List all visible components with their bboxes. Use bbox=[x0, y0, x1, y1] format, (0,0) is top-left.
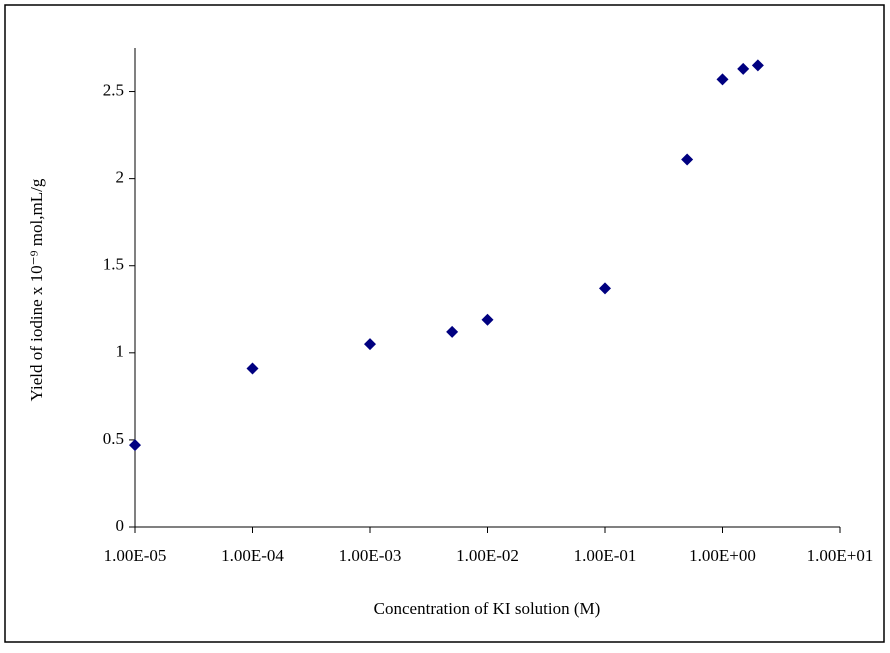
y-axis-title: Yield of iodine x 10⁻⁹ mol,mL/g bbox=[27, 178, 46, 401]
y-tick-label: 2 bbox=[116, 168, 125, 187]
data-point bbox=[681, 153, 694, 166]
data-point bbox=[246, 362, 259, 375]
data-point bbox=[751, 59, 764, 72]
data-point bbox=[446, 325, 459, 338]
y-tick-label: 2.5 bbox=[103, 80, 124, 99]
chart-border bbox=[4, 4, 885, 643]
data-point bbox=[737, 62, 750, 75]
y-tick-label: 1.5 bbox=[103, 255, 124, 274]
data-point bbox=[716, 73, 729, 86]
y-tick-label: 0 bbox=[116, 516, 125, 535]
x-tick-label: 1.00E-01 bbox=[574, 546, 637, 565]
x-tick-label: 1.00E-05 bbox=[104, 546, 167, 565]
data-point bbox=[599, 282, 611, 295]
x-tick-label: 1.00E-03 bbox=[339, 546, 402, 565]
data-point bbox=[129, 439, 141, 452]
data-point bbox=[481, 313, 494, 326]
x-tick-label: 1.00E-02 bbox=[456, 546, 519, 565]
x-tick-label: 1.00E+01 bbox=[807, 546, 874, 565]
y-tick-label: 1 bbox=[116, 342, 125, 361]
x-axis-title: Concentration of KI solution (M) bbox=[374, 599, 601, 618]
data-point bbox=[364, 338, 376, 351]
x-tick-label: 1.00E-04 bbox=[221, 546, 284, 565]
x-tick-label: 1.00E+00 bbox=[689, 546, 756, 565]
y-tick-label: 0.5 bbox=[103, 429, 124, 448]
